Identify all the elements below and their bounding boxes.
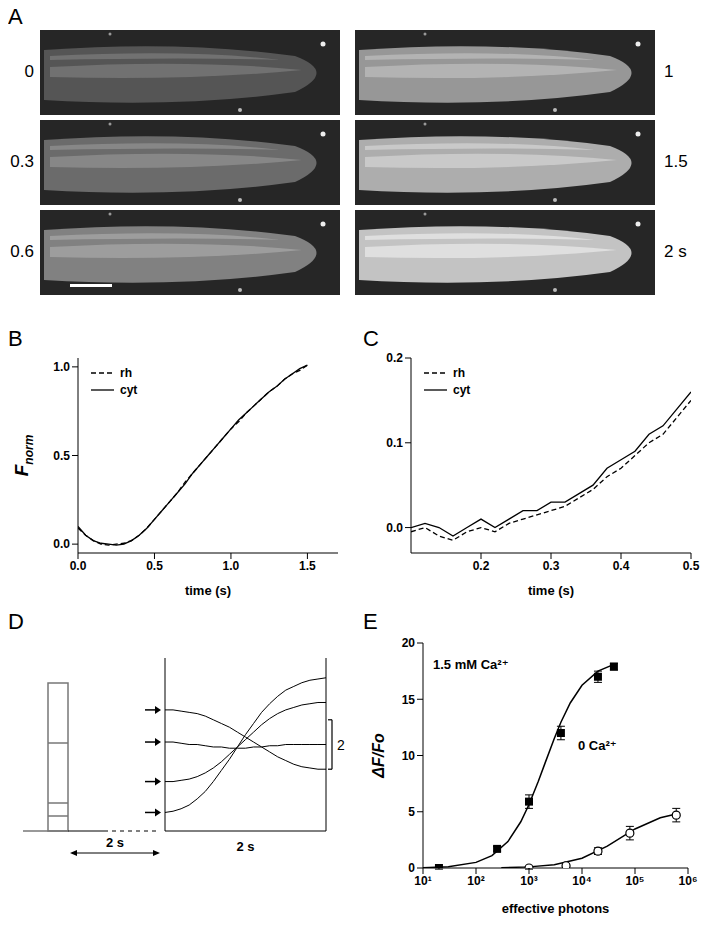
svg-text:effective photons: effective photons [502,901,610,916]
svg-text:10¹: 10¹ [414,874,431,888]
html-text:1: 1 [664,62,674,81]
svg-text:10⁴: 10⁴ [572,874,591,888]
html-text:1.5: 1.5 [664,152,688,171]
html-text:0.3: 0.3 [10,152,34,171]
html-text:2 s: 2 s [664,242,687,261]
svg-text:10⁵: 10⁵ [626,874,645,888]
svg-text:time (s): time (s) [528,583,574,598]
html-text:C: C [363,326,379,351]
svg-text:5: 5 [408,805,415,819]
svg-text:time (s): time (s) [185,583,231,598]
svg-text:1.5: 1.5 [299,559,316,573]
html-text:0 Ca²⁺: 0 Ca²⁺ [578,738,617,753]
svg-text:10²: 10² [467,874,484,888]
svg-text:0.0: 0.0 [70,559,87,573]
svg-text:0.1: 0.1 [386,436,403,450]
html-text:rh: rh [453,365,465,380]
svg-text:0.4: 0.4 [613,559,630,573]
svg-text:15: 15 [402,693,416,707]
svg-text:2 s: 2 s [106,835,124,850]
html-text:A: A [8,4,23,29]
svg-text:0.2: 0.2 [386,351,403,365]
svg-text:0.0: 0.0 [386,521,403,535]
html-text:E: E [363,609,378,634]
html-text:rh: rh [120,365,132,380]
svg-text:0.2: 0.2 [473,559,490,573]
svg-text:10: 10 [402,749,416,763]
html-text:1.5 mM Ca²⁺: 1.5 mM Ca²⁺ [433,657,509,672]
svg-text:20: 20 [402,636,416,650]
svg-text:2: 2 [337,737,345,753]
svg-text:0.3: 0.3 [543,559,560,573]
html-text:cyt: cyt [453,382,471,397]
html-text:0: 0 [24,62,34,81]
html-text:B: B [8,326,23,351]
svg-text:Fnorm: Fnorm [11,434,36,476]
svg-text:0: 0 [408,861,415,875]
svg-text:2 s: 2 s [236,839,254,854]
svg-text:0.0: 0.0 [53,537,70,551]
svg-text:0.5: 0.5 [53,449,70,463]
svg-text:ΔF/Fo: ΔF/Fo [370,733,387,779]
svg-text:0.5: 0.5 [146,559,163,573]
html-text:D: D [8,609,24,634]
svg-text:0.5: 0.5 [683,559,700,573]
html-text:cyt: cyt [120,382,138,397]
svg-text:10³: 10³ [520,874,537,888]
svg-text:10⁶: 10⁶ [679,874,698,888]
html-text:0.6: 0.6 [10,242,34,261]
svg-text:1.0: 1.0 [223,559,240,573]
svg-text:1.0: 1.0 [53,360,70,374]
